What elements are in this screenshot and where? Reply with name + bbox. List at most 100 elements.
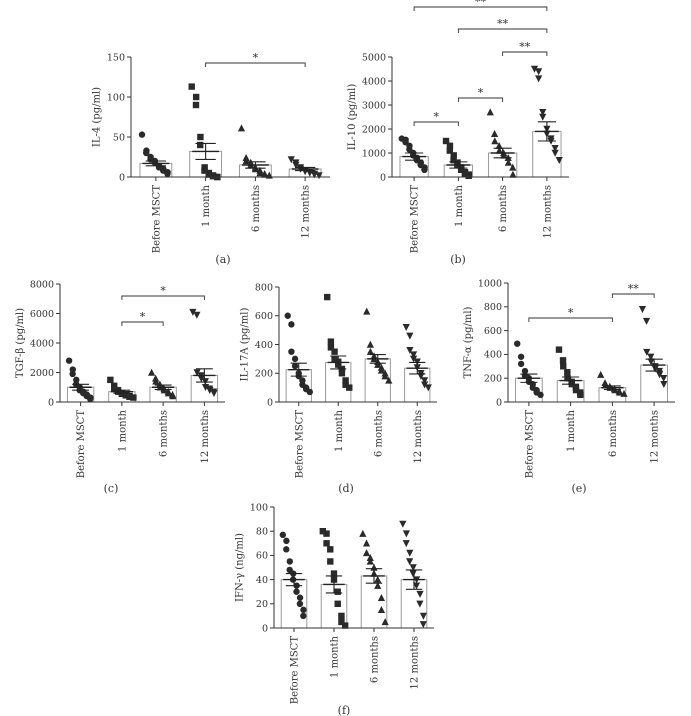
y-axis-title: IFN-γ (ng/ml) <box>235 533 246 602</box>
data-point <box>642 317 651 325</box>
data-point <box>300 606 307 614</box>
data-point <box>402 530 410 538</box>
data-point <box>205 171 212 178</box>
y-tick-label: 0 <box>267 397 273 408</box>
data-point <box>65 357 73 364</box>
panel-f: 0 20 40 60 80 100 Before MSCT 1 month 6 months 12… <box>235 502 434 716</box>
data-point <box>409 570 417 578</box>
x-tick-label: 1 month <box>117 409 128 452</box>
data-point <box>323 530 330 537</box>
significance-bracket <box>457 97 504 102</box>
panel-label: (f) <box>338 704 351 716</box>
data-point <box>341 622 349 629</box>
data-point <box>406 558 414 566</box>
data-point <box>143 149 150 157</box>
data-point <box>517 353 525 360</box>
data-point <box>148 368 156 376</box>
data-point <box>197 141 204 149</box>
data-point <box>551 145 559 152</box>
data-point <box>417 372 425 380</box>
x-tick-label: Before MSCT <box>290 636 301 705</box>
y-axis-title: IL-10 (pg/ml) <box>347 84 358 151</box>
y-tick-label: 0 <box>496 397 502 408</box>
data-point <box>291 355 299 363</box>
data-point <box>342 377 349 384</box>
significance-bracket <box>413 6 548 11</box>
data-point <box>539 109 547 116</box>
y-axis-title: IL-4 (pg/ml) <box>92 87 103 147</box>
significance-label: ** <box>519 41 531 54</box>
data-point <box>296 600 304 607</box>
data-point <box>620 389 628 397</box>
x-tick-label: 6 months <box>159 410 170 457</box>
data-point <box>279 531 287 539</box>
y-tick-label: 80 <box>256 527 268 538</box>
data-point <box>164 170 171 177</box>
data-point <box>446 147 454 154</box>
x-tick-label: 1 month <box>201 184 212 227</box>
data-point <box>377 366 386 374</box>
significance-label: * <box>160 285 166 298</box>
y-tick-label: 800 <box>484 302 502 313</box>
data-point <box>338 618 345 626</box>
data-point <box>486 108 494 116</box>
y-tick-label: 2000 <box>30 368 54 379</box>
x-tick-label: Before MSCT <box>76 410 87 479</box>
x-tick-label: Before MSCT <box>410 185 421 254</box>
data-point <box>495 146 503 154</box>
y-tick-label: 50 <box>113 132 125 143</box>
data-point <box>293 588 300 595</box>
data-point <box>638 305 647 313</box>
x-tick-label: 6 months <box>498 185 509 232</box>
data-point <box>210 389 218 397</box>
data-point <box>292 161 300 169</box>
data-point <box>416 600 424 608</box>
data-point <box>572 386 580 394</box>
data-point <box>555 157 563 164</box>
data-point <box>406 549 414 557</box>
data-point <box>197 375 205 383</box>
data-point <box>509 163 517 171</box>
data-point <box>535 68 543 76</box>
data-point <box>283 546 290 553</box>
data-point <box>327 338 335 345</box>
data-point <box>334 600 341 607</box>
data-point <box>209 173 217 180</box>
data-point <box>517 360 525 368</box>
significance-label: * <box>253 52 259 65</box>
x-tick-label: 12 months <box>410 636 421 689</box>
data-point <box>597 370 605 378</box>
data-point <box>87 395 94 403</box>
data-point <box>291 362 299 370</box>
data-point <box>564 369 571 376</box>
data-point <box>130 394 137 401</box>
y-tick-label: 4000 <box>362 76 386 87</box>
data-point <box>399 520 407 528</box>
data-point <box>402 324 410 332</box>
data-point <box>342 381 349 388</box>
significance-bracket <box>611 293 655 298</box>
bar <box>360 575 388 629</box>
significance-bracket <box>502 51 548 56</box>
data-point <box>616 388 624 396</box>
data-point <box>201 167 208 174</box>
data-point <box>122 392 129 399</box>
data-point <box>287 156 295 164</box>
data-point <box>327 558 334 565</box>
data-point <box>446 142 454 149</box>
panel-label: (e) <box>571 482 586 495</box>
data-point <box>138 131 146 138</box>
x-tick-label: Before MSCT <box>151 185 162 254</box>
y-tick-label: 200 <box>255 369 273 380</box>
data-point <box>334 588 341 595</box>
y-tick-label: 100 <box>107 92 125 103</box>
data-point <box>374 360 382 368</box>
data-point <box>296 594 304 601</box>
y-tick-label: 800 <box>255 282 273 293</box>
data-point <box>288 321 295 328</box>
data-point <box>193 311 201 319</box>
data-point <box>338 612 345 620</box>
y-tick-label: 0 <box>48 397 54 408</box>
data-point <box>366 340 374 348</box>
data-point <box>457 166 465 173</box>
